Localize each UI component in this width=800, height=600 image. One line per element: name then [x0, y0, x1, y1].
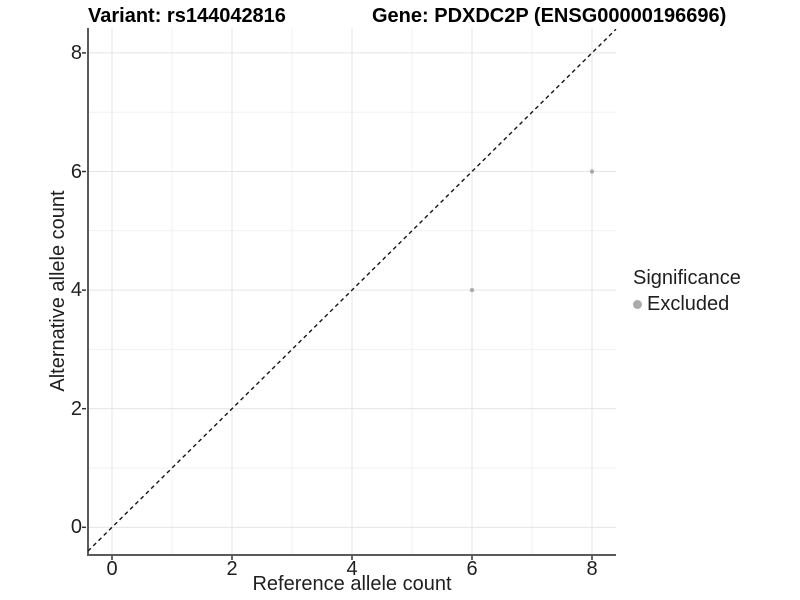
y-tick-label: 6	[70, 160, 82, 183]
y-tick-label: 4	[70, 279, 82, 302]
x-tick-label: 0	[106, 558, 118, 580]
y-tick-label: 8	[70, 41, 82, 64]
x-axis-title: Reference allele count	[252, 573, 452, 595]
y-axis-title: Alternative allele count	[47, 190, 69, 392]
legend: Significance Excluded	[630, 266, 741, 315]
x-tick-label: 8	[586, 558, 598, 580]
y-tick-label: 0	[70, 516, 82, 539]
data-point	[589, 169, 595, 174]
legend-item-label: Excluded	[647, 292, 730, 315]
data-point	[469, 287, 475, 293]
variant-title: Variant: rs144042816	[88, 5, 286, 27]
y-tick-label: 2	[70, 397, 82, 420]
legend-item: Excluded	[630, 293, 741, 315]
gene-title: Gene: PDXDC2P (ENSG00000196696)	[372, 5, 727, 27]
legend-point-icon	[633, 299, 642, 309]
identity-line	[87, 28, 617, 552]
x-tick-label: 2	[226, 558, 238, 580]
x-tick-label: 6	[466, 558, 478, 580]
x-tick-label: 4	[346, 558, 358, 580]
legend-items: Excluded	[630, 293, 741, 315]
legend-title: Significance	[633, 267, 741, 289]
